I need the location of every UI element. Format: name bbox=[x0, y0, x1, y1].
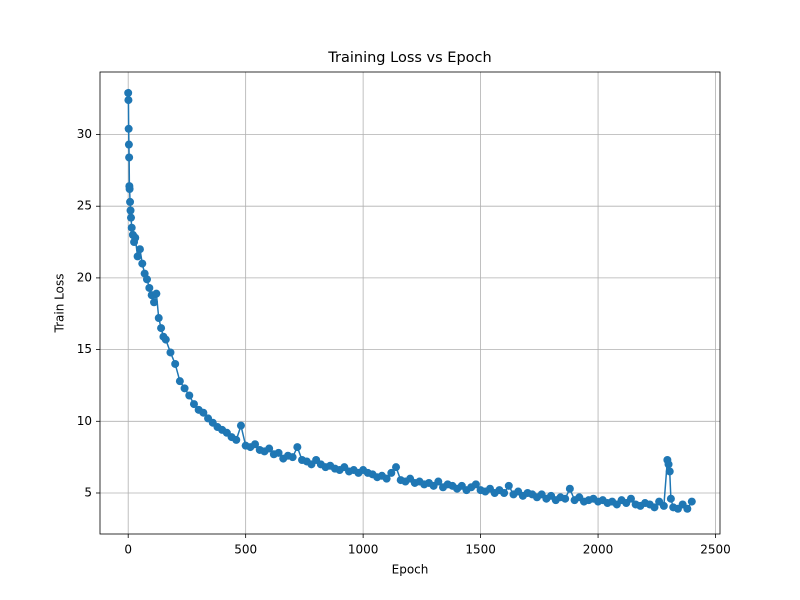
marker bbox=[504, 481, 513, 490]
marker bbox=[471, 480, 480, 489]
marker bbox=[135, 245, 144, 254]
marker bbox=[199, 408, 208, 417]
marker bbox=[125, 185, 134, 194]
y-tick-label: 30 bbox=[77, 127, 92, 141]
line bbox=[127, 92, 693, 510]
marker bbox=[127, 213, 136, 222]
marker bbox=[152, 289, 161, 298]
x-tick-label: 2500 bbox=[700, 543, 731, 557]
marker bbox=[124, 88, 133, 97]
marker bbox=[124, 140, 133, 149]
marker bbox=[382, 474, 391, 483]
marker bbox=[434, 477, 443, 486]
marker bbox=[127, 223, 136, 232]
marker bbox=[683, 504, 692, 513]
marker bbox=[150, 298, 159, 307]
marker bbox=[161, 335, 170, 344]
marker bbox=[126, 206, 135, 215]
marker bbox=[288, 453, 297, 462]
marker bbox=[565, 484, 574, 493]
marker bbox=[561, 494, 570, 503]
marker bbox=[189, 400, 198, 409]
marker bbox=[125, 153, 134, 162]
y-tick-label: 5 bbox=[84, 485, 92, 499]
y-tick-label: 20 bbox=[77, 270, 92, 284]
marker bbox=[251, 440, 260, 449]
marker bbox=[666, 494, 675, 503]
marker bbox=[500, 488, 509, 497]
marker bbox=[124, 96, 133, 105]
y-tick-label: 15 bbox=[77, 342, 92, 356]
marker bbox=[124, 124, 133, 133]
marker bbox=[665, 467, 674, 476]
marker bbox=[265, 444, 274, 453]
marker bbox=[171, 359, 180, 368]
x-tick-label: 2000 bbox=[583, 543, 614, 557]
marker bbox=[166, 348, 175, 357]
plot-frame bbox=[99, 71, 721, 535]
x-tick-label: 500 bbox=[234, 543, 257, 557]
marker bbox=[650, 503, 659, 512]
marker bbox=[626, 494, 635, 503]
chart-title: Training Loss vs Epoch bbox=[327, 50, 491, 66]
marker bbox=[293, 443, 302, 452]
marker bbox=[687, 497, 696, 506]
marker bbox=[659, 501, 668, 510]
marker bbox=[387, 468, 396, 477]
y-tick-label: 10 bbox=[77, 414, 92, 428]
marker bbox=[175, 377, 184, 386]
marker bbox=[180, 384, 189, 393]
marker bbox=[131, 233, 140, 242]
marker bbox=[392, 463, 401, 472]
y-axis-label: Train Loss bbox=[53, 274, 67, 334]
marker bbox=[274, 448, 283, 457]
marker bbox=[138, 259, 147, 268]
marker bbox=[185, 391, 194, 400]
x-axis-label: Epoch bbox=[392, 563, 429, 577]
marker bbox=[126, 197, 135, 206]
x-tick-label: 1000 bbox=[348, 543, 379, 557]
marker bbox=[157, 324, 166, 333]
marker bbox=[232, 435, 241, 444]
marker bbox=[145, 283, 154, 292]
marker bbox=[133, 252, 142, 261]
y-tick-label: 25 bbox=[77, 199, 92, 213]
marker bbox=[236, 421, 245, 430]
marker bbox=[142, 275, 151, 284]
marker bbox=[664, 460, 673, 469]
x-tick-label: 1500 bbox=[465, 543, 496, 557]
marker bbox=[154, 314, 163, 323]
x-tick-label: 0 bbox=[124, 543, 132, 557]
